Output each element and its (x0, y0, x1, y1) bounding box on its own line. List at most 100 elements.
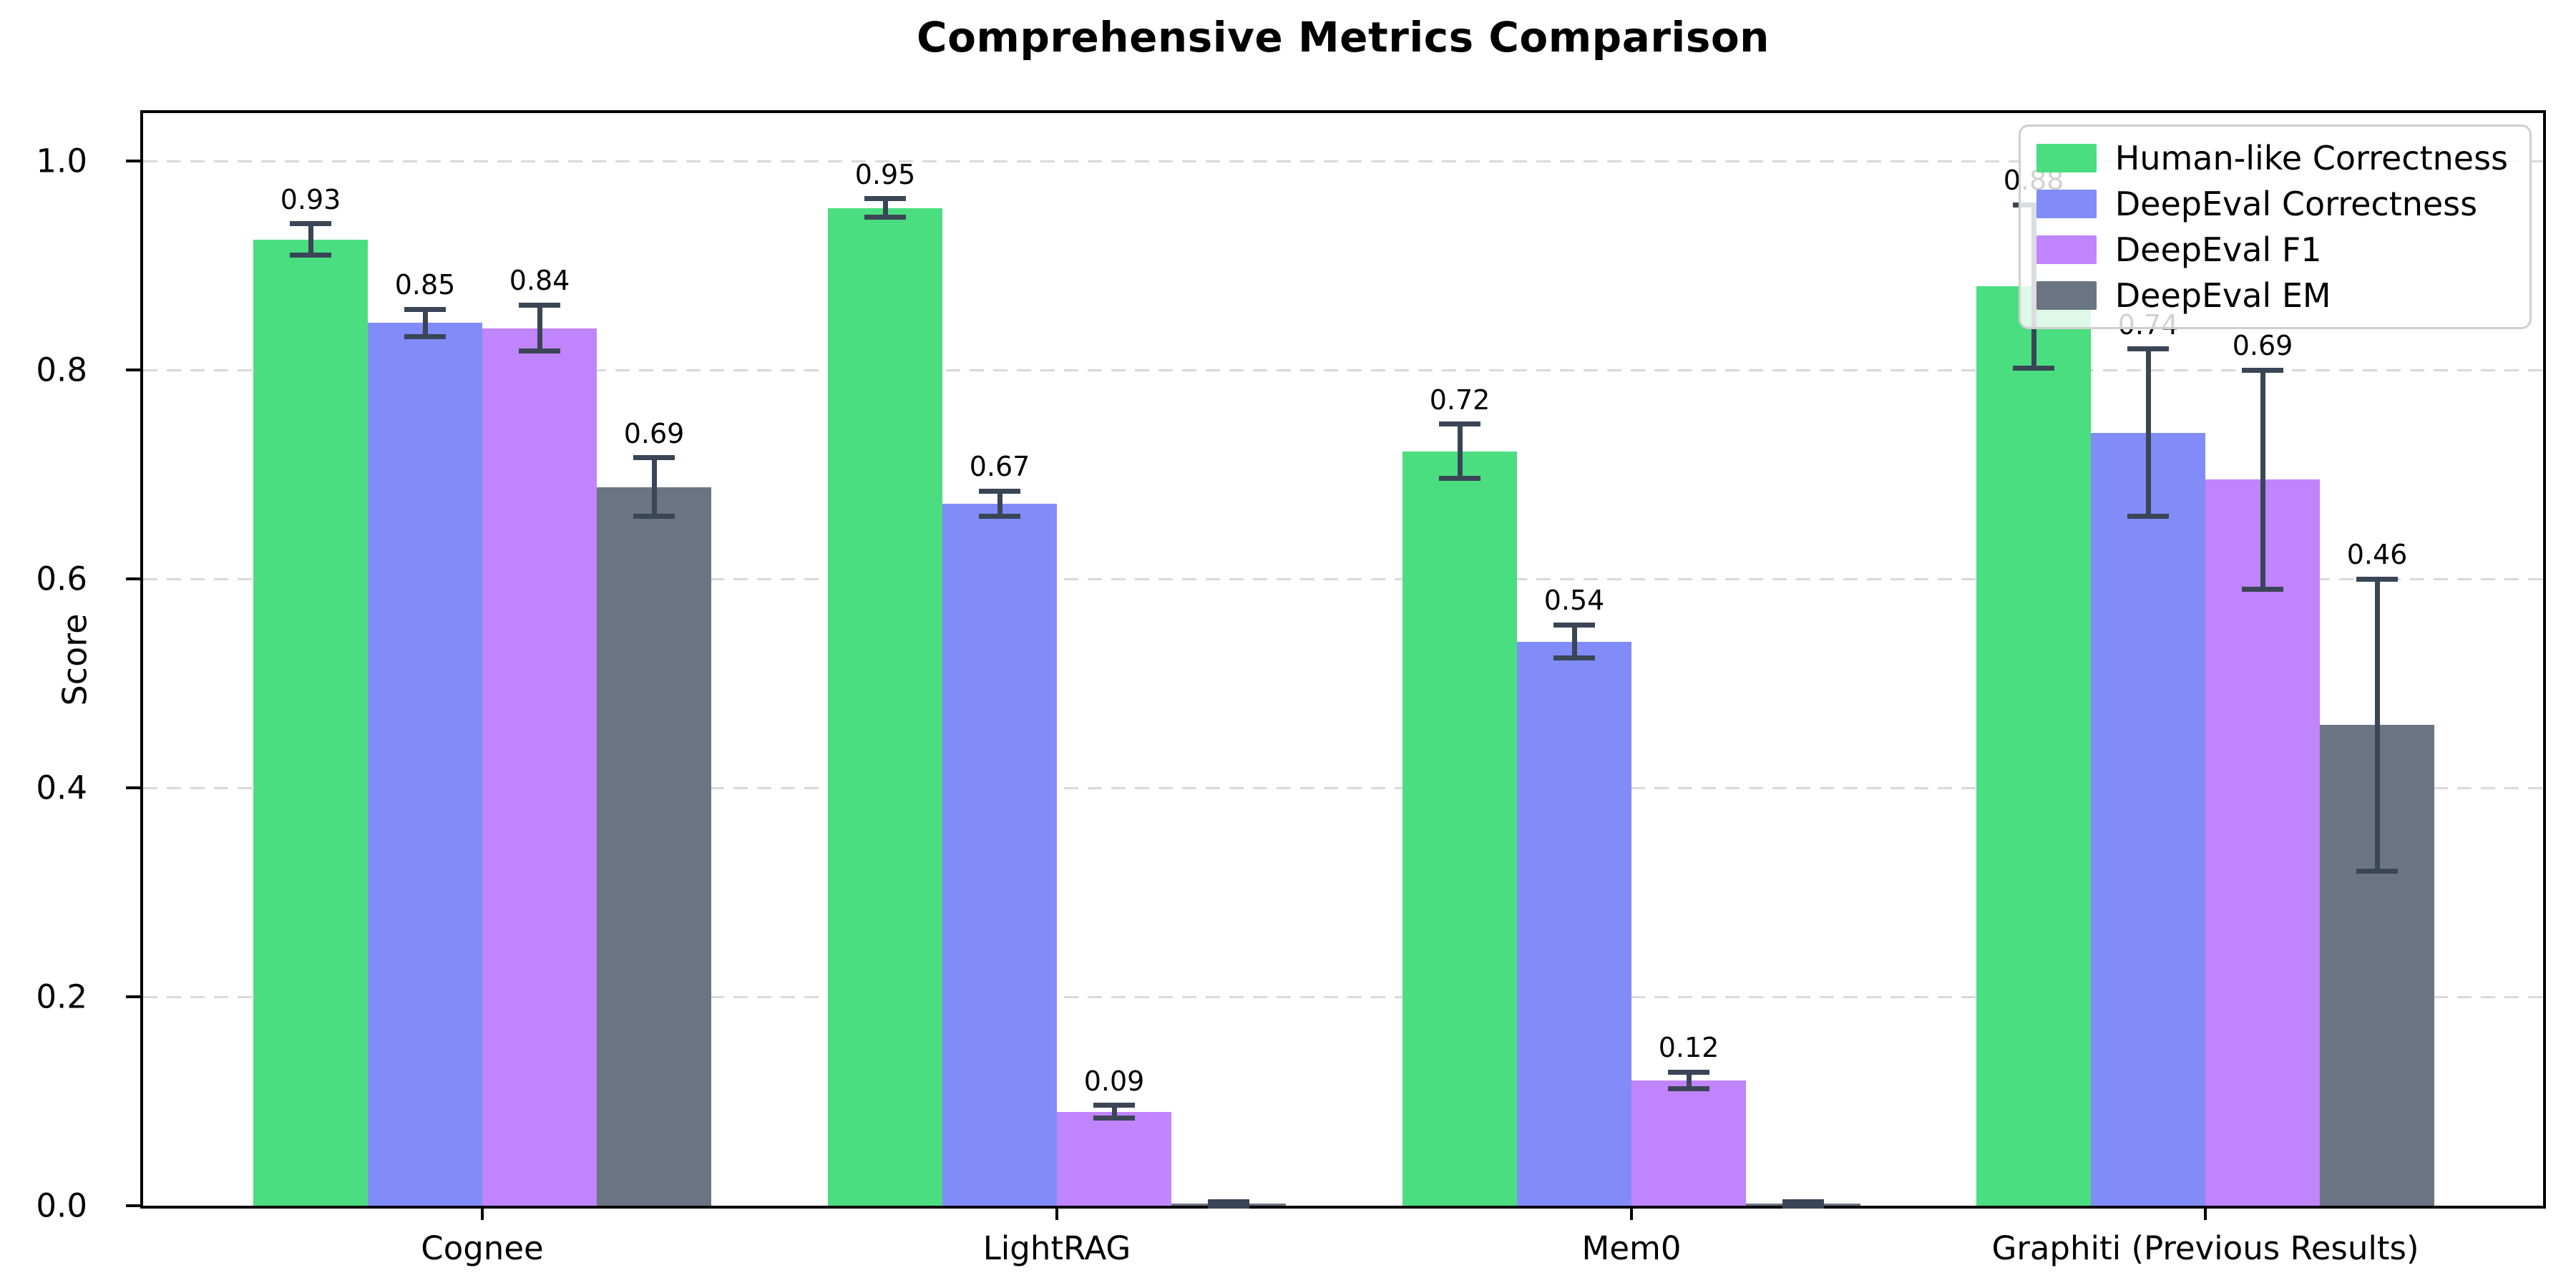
error-bar-cap (633, 513, 675, 519)
error-bar (537, 305, 542, 351)
bar-human-like-correctness-2 (1402, 451, 1517, 1206)
error-bar-cap (404, 306, 446, 312)
legend-item-human-like-correctness: Human-like Correctness (2036, 138, 2508, 178)
bar-human-like-correctness-0 (253, 239, 368, 1206)
x-tick-mark (481, 1206, 484, 1220)
x-tick-mark (1630, 1206, 1633, 1220)
gridline-y-1.0 (143, 160, 2543, 162)
y-tick-mark (126, 995, 140, 998)
legend-label: DeepEval Correctness (2114, 185, 2478, 223)
x-tick-mark (2204, 1206, 2207, 1220)
error-bar-cap (290, 221, 331, 227)
bar-value-label: 0.67 (969, 451, 1030, 483)
bar-value-label: 0.46 (2346, 539, 2408, 570)
error-bar-cap (1208, 1203, 1249, 1209)
y-tick-label: 0.8 (36, 351, 87, 389)
error-bar-cap (864, 215, 906, 220)
bar-value-label: 0.84 (509, 265, 570, 297)
y-axis-line (140, 110, 143, 1209)
error-bar-cap (404, 333, 446, 339)
error-bar-cap (1553, 622, 1595, 628)
bar-deepeval-correctness-3 (2091, 432, 2205, 1206)
error-bar (2374, 579, 2380, 872)
legend-item-deepeval-f1: DeepEval F1 (2036, 230, 2508, 270)
bar-value-label: 0.54 (1543, 585, 1605, 617)
bar-value-label: 0.12 (1658, 1032, 1719, 1064)
legend-label: DeepEval EM (2114, 276, 2331, 315)
x-axis-line (140, 1206, 2546, 1209)
y-tick-mark (126, 369, 140, 371)
x-tick-label: Graphiti (Previous Results) (1991, 1229, 2419, 1267)
bar-value-label: 0.09 (1083, 1065, 1145, 1097)
legend-label: DeepEval F1 (2114, 230, 2322, 269)
y-tick-mark (126, 160, 140, 162)
error-bar (2145, 348, 2151, 517)
legend-swatch (2036, 281, 2097, 310)
error-bar-cap (1782, 1203, 1824, 1209)
bar-deepeval-f1-3 (2205, 479, 2320, 1206)
y-tick-label: 0.2 (36, 977, 87, 1016)
legend-item-deepeval-em: DeepEval EM (2036, 275, 2508, 316)
error-bar-cap (2242, 587, 2283, 592)
legend-item-deepeval-correctness: DeepEval Correctness (2036, 184, 2508, 224)
y-tick-label: 0.0 (36, 1186, 87, 1225)
error-bar-cap (1668, 1069, 1709, 1075)
chart-title: Comprehensive Metrics Comparison (917, 13, 1770, 62)
error-bar-cap (290, 252, 331, 258)
error-bar (422, 309, 428, 337)
error-bar-cap (519, 302, 560, 308)
error-bar (1457, 424, 1463, 479)
y-tick-label: 0.4 (36, 769, 87, 807)
y-tick-mark (126, 1204, 140, 1207)
x-tick-label: LightRAG (982, 1229, 1131, 1267)
bar-deepeval-em-0 (597, 487, 711, 1206)
right-spine (2543, 110, 2546, 1209)
bar-human-like-correctness-1 (828, 208, 942, 1206)
error-bar-cap (2356, 576, 2398, 582)
legend-swatch (2036, 235, 2097, 264)
x-tick-mark (1055, 1206, 1058, 1220)
bar-deepeval-correctness-2 (1517, 641, 1631, 1206)
legend-swatch (2036, 190, 2097, 218)
bar-deepeval-correctness-0 (368, 323, 482, 1206)
error-bar-cap (2127, 346, 2169, 352)
legend-swatch (2036, 144, 2097, 172)
error-bar-cap (1439, 476, 1480, 482)
bar-human-like-correctness-3 (1976, 286, 2091, 1206)
error-bar (308, 223, 313, 255)
top-spine (140, 110, 2546, 113)
bar-value-label: 0.85 (394, 269, 456, 301)
error-bar (997, 491, 1002, 517)
error-bar-cap (864, 196, 906, 202)
legend-label: Human-like Correctness (2114, 139, 2508, 177)
error-bar (1686, 1072, 1692, 1089)
error-bar (1111, 1105, 1117, 1118)
gridline-y-0.6 (143, 577, 2543, 580)
y-tick-label: 0.6 (36, 560, 87, 598)
gridline-y-0.2 (143, 995, 2543, 998)
error-bar-cap (1439, 421, 1480, 427)
gridline-y-0.4 (143, 786, 2543, 789)
plot-area: 0.930.950.720.880.850.670.540.740.840.09… (36, 110, 2546, 1267)
x-tick-label: Cognee (421, 1229, 544, 1267)
bar-value-label: 0.72 (1429, 384, 1491, 416)
bar-deepeval-f1-1 (1057, 1111, 1171, 1206)
error-bar (1571, 625, 1577, 658)
error-bar-cap (2356, 869, 2398, 874)
bar-value-label: 0.69 (623, 417, 685, 449)
gridline-y-0.8 (143, 369, 2543, 371)
x-tick-label: Mem0 (1581, 1229, 1682, 1267)
error-bar (651, 457, 657, 517)
error-bar-cap (1093, 1115, 1135, 1121)
error-bar-cap (979, 488, 1020, 494)
error-bar (2260, 370, 2265, 590)
error-bar-cap (1553, 655, 1595, 661)
bar-deepeval-correctness-1 (942, 503, 1057, 1206)
bar-deepeval-f1-0 (482, 328, 597, 1206)
error-bar (882, 198, 888, 218)
bar-value-label: 0.95 (854, 158, 916, 190)
y-tick-mark (126, 577, 140, 580)
error-bar-cap (2013, 365, 2054, 371)
error-bar-cap (979, 513, 1020, 519)
